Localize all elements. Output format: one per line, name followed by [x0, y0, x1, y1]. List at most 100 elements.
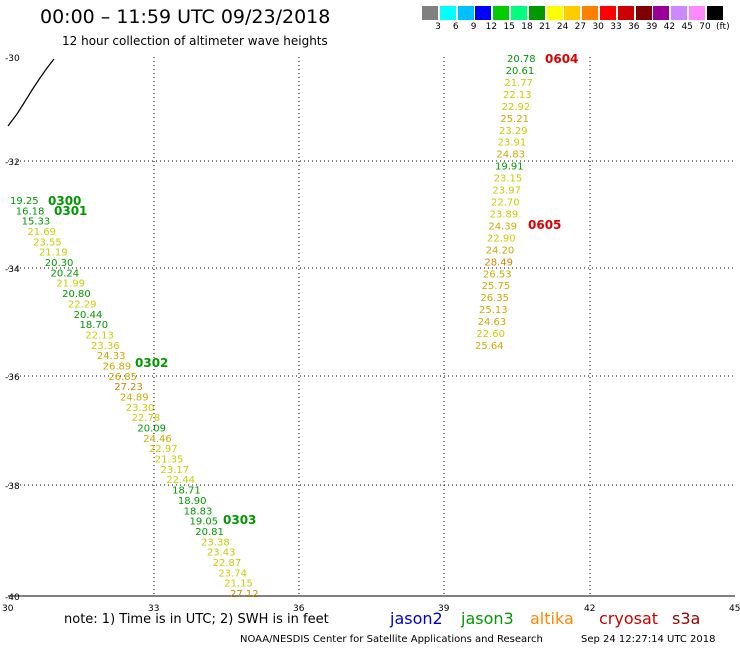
satellite-name: cryosat — [599, 609, 659, 628]
scale-swatch — [528, 6, 545, 20]
scale-swatch — [582, 6, 599, 20]
scale-swatch — [635, 6, 652, 20]
wave-height-reading: 22.29 — [68, 299, 97, 310]
scale-swatch — [617, 6, 634, 20]
wave-height-reading: 23.29 — [499, 126, 528, 137]
scale-label: 39 — [645, 22, 658, 32]
scale-label: 3 — [435, 22, 441, 32]
scale-label: 36 — [628, 22, 640, 32]
page-title: 00:00 – 11:59 UTC 09/23/2018 — [40, 6, 331, 28]
scale-swatch — [706, 6, 723, 20]
wave-height-reading: 20.81 — [195, 527, 224, 538]
scale-label: 18 — [521, 22, 533, 32]
footer-credit: NOAA/NESDIS Center for Satellite Applica… — [240, 634, 543, 645]
latitude-label: -30 — [5, 54, 20, 64]
wave-height-reading: 22.78 — [132, 413, 161, 424]
latitude-label: -40 — [5, 593, 20, 603]
wave-height-reading: 20.78 — [507, 54, 536, 65]
wave-height-reading: 27.23 — [114, 382, 143, 393]
pass-time-label: 0604 — [545, 52, 578, 66]
wave-height-reading: 22.44 — [166, 475, 195, 486]
wave-height-reading: 21.35 — [155, 455, 184, 466]
wave-height-reading: 23.17 — [161, 465, 190, 476]
satellite-name: s3a — [672, 609, 701, 628]
satellite-name: altika — [530, 609, 574, 628]
wave-height-reading: 23.30 — [126, 403, 155, 414]
wave-height-reading: 23.55 — [33, 237, 62, 248]
wave-height-reading: 19.05 — [189, 517, 218, 528]
scale-swatch — [475, 6, 492, 20]
scale-label: 12 — [485, 22, 498, 32]
wave-height-reading: 21.19 — [39, 248, 68, 259]
wave-height-reading: 26.89 — [103, 361, 132, 372]
wave-height-reading: 22.70 — [491, 198, 520, 209]
longitude-label: 45 — [729, 604, 740, 614]
wave-height-reading: 26.85 — [108, 372, 137, 383]
wave-height-reading: 22.92 — [502, 102, 531, 113]
pass-time-label: 0301 — [54, 204, 87, 218]
wave-height-reading: 24.83 — [496, 150, 525, 161]
wave-height-reading: 23.91 — [498, 138, 527, 149]
wave-height-reading: 23.36 — [91, 341, 120, 352]
wave-height-reading: 24.33 — [97, 351, 126, 362]
wave-height-reading: 16.18 — [16, 206, 45, 217]
scale-label: 21 — [539, 22, 551, 32]
wave-height-reading: 20.44 — [74, 310, 103, 321]
scale-label: 27 — [574, 22, 587, 32]
scale-label: 30 — [592, 22, 604, 32]
wave-height-reading: 24.63 — [478, 317, 507, 328]
wave-height-reading: 25.13 — [479, 305, 508, 316]
wave-height-reading: 26.35 — [480, 293, 509, 304]
wave-height-reading: 23.89 — [490, 209, 519, 220]
longitude-label: 33 — [148, 604, 159, 614]
wave-height-reading: 18.83 — [184, 506, 213, 517]
coastline — [7, 58, 55, 127]
scale-label: 15 — [503, 22, 515, 32]
scale-swatch — [671, 6, 688, 20]
scale-swatch — [422, 6, 438, 20]
page-subtitle: 12 hour collection of altimeter wave hei… — [62, 34, 328, 48]
scale-label: 70 — [699, 22, 711, 32]
scale-label: (ft) — [716, 22, 730, 32]
wave-height-reading: 22.90 — [487, 233, 516, 244]
scale-label: 45 — [681, 22, 693, 32]
wave-height-reading: 23.38 — [201, 537, 230, 548]
scale-swatch — [546, 6, 563, 20]
wave-height-reading: 18.90 — [178, 496, 207, 507]
wave-height-reading: 26.53 — [483, 269, 512, 280]
wave-height-reading: 24.89 — [120, 393, 149, 404]
wave-height-reading: 22.87 — [213, 558, 242, 569]
longitude-label: 39 — [438, 604, 450, 614]
wave-height-reading: 24.20 — [486, 245, 515, 256]
latitude-label: -38 — [5, 482, 20, 492]
wave-height-reading: 25.64 — [475, 341, 504, 352]
wave-height-reading: 20.80 — [62, 289, 91, 300]
wave-height-reading: 22.13 — [503, 90, 532, 101]
wave-height-reading: 18.71 — [172, 486, 201, 497]
wave-height-reading: 19.91 — [495, 162, 524, 173]
longitude-label: 42 — [584, 604, 595, 614]
latitude-label: -36 — [5, 373, 20, 383]
longitude-label: 30 — [2, 604, 14, 614]
satellite-name: jason3 — [461, 609, 514, 628]
wave-height-reading: 25.21 — [500, 114, 529, 125]
scale-swatch — [439, 6, 456, 20]
wave-height-reading: 20.30 — [45, 258, 74, 269]
wave-height-reading: 25.75 — [482, 281, 511, 292]
wave-height-reading: 21.77 — [504, 78, 533, 89]
wave-height-reading: 23.74 — [218, 568, 247, 579]
wave-height-reading: 21.15 — [224, 579, 253, 590]
wave-height-reading: 28.49 — [484, 257, 513, 268]
latitude-label: -32 — [5, 158, 20, 168]
wave-height-reading: 24.46 — [143, 434, 172, 445]
scale-label: 33 — [610, 22, 622, 32]
wave-height-reading: 20.24 — [51, 268, 80, 279]
wave-height-reading: 18.70 — [79, 320, 108, 331]
wave-height-reading: 22.97 — [149, 444, 178, 455]
satellite-name: jason2 — [390, 609, 443, 628]
pass-time-label: 0302 — [135, 356, 168, 370]
pass-time-label: 0605 — [528, 218, 561, 232]
footer-note: note: 1) Time is in UTC; 2) SWH is in fe… — [64, 612, 329, 627]
wave-height-reading: 20.61 — [506, 66, 535, 77]
